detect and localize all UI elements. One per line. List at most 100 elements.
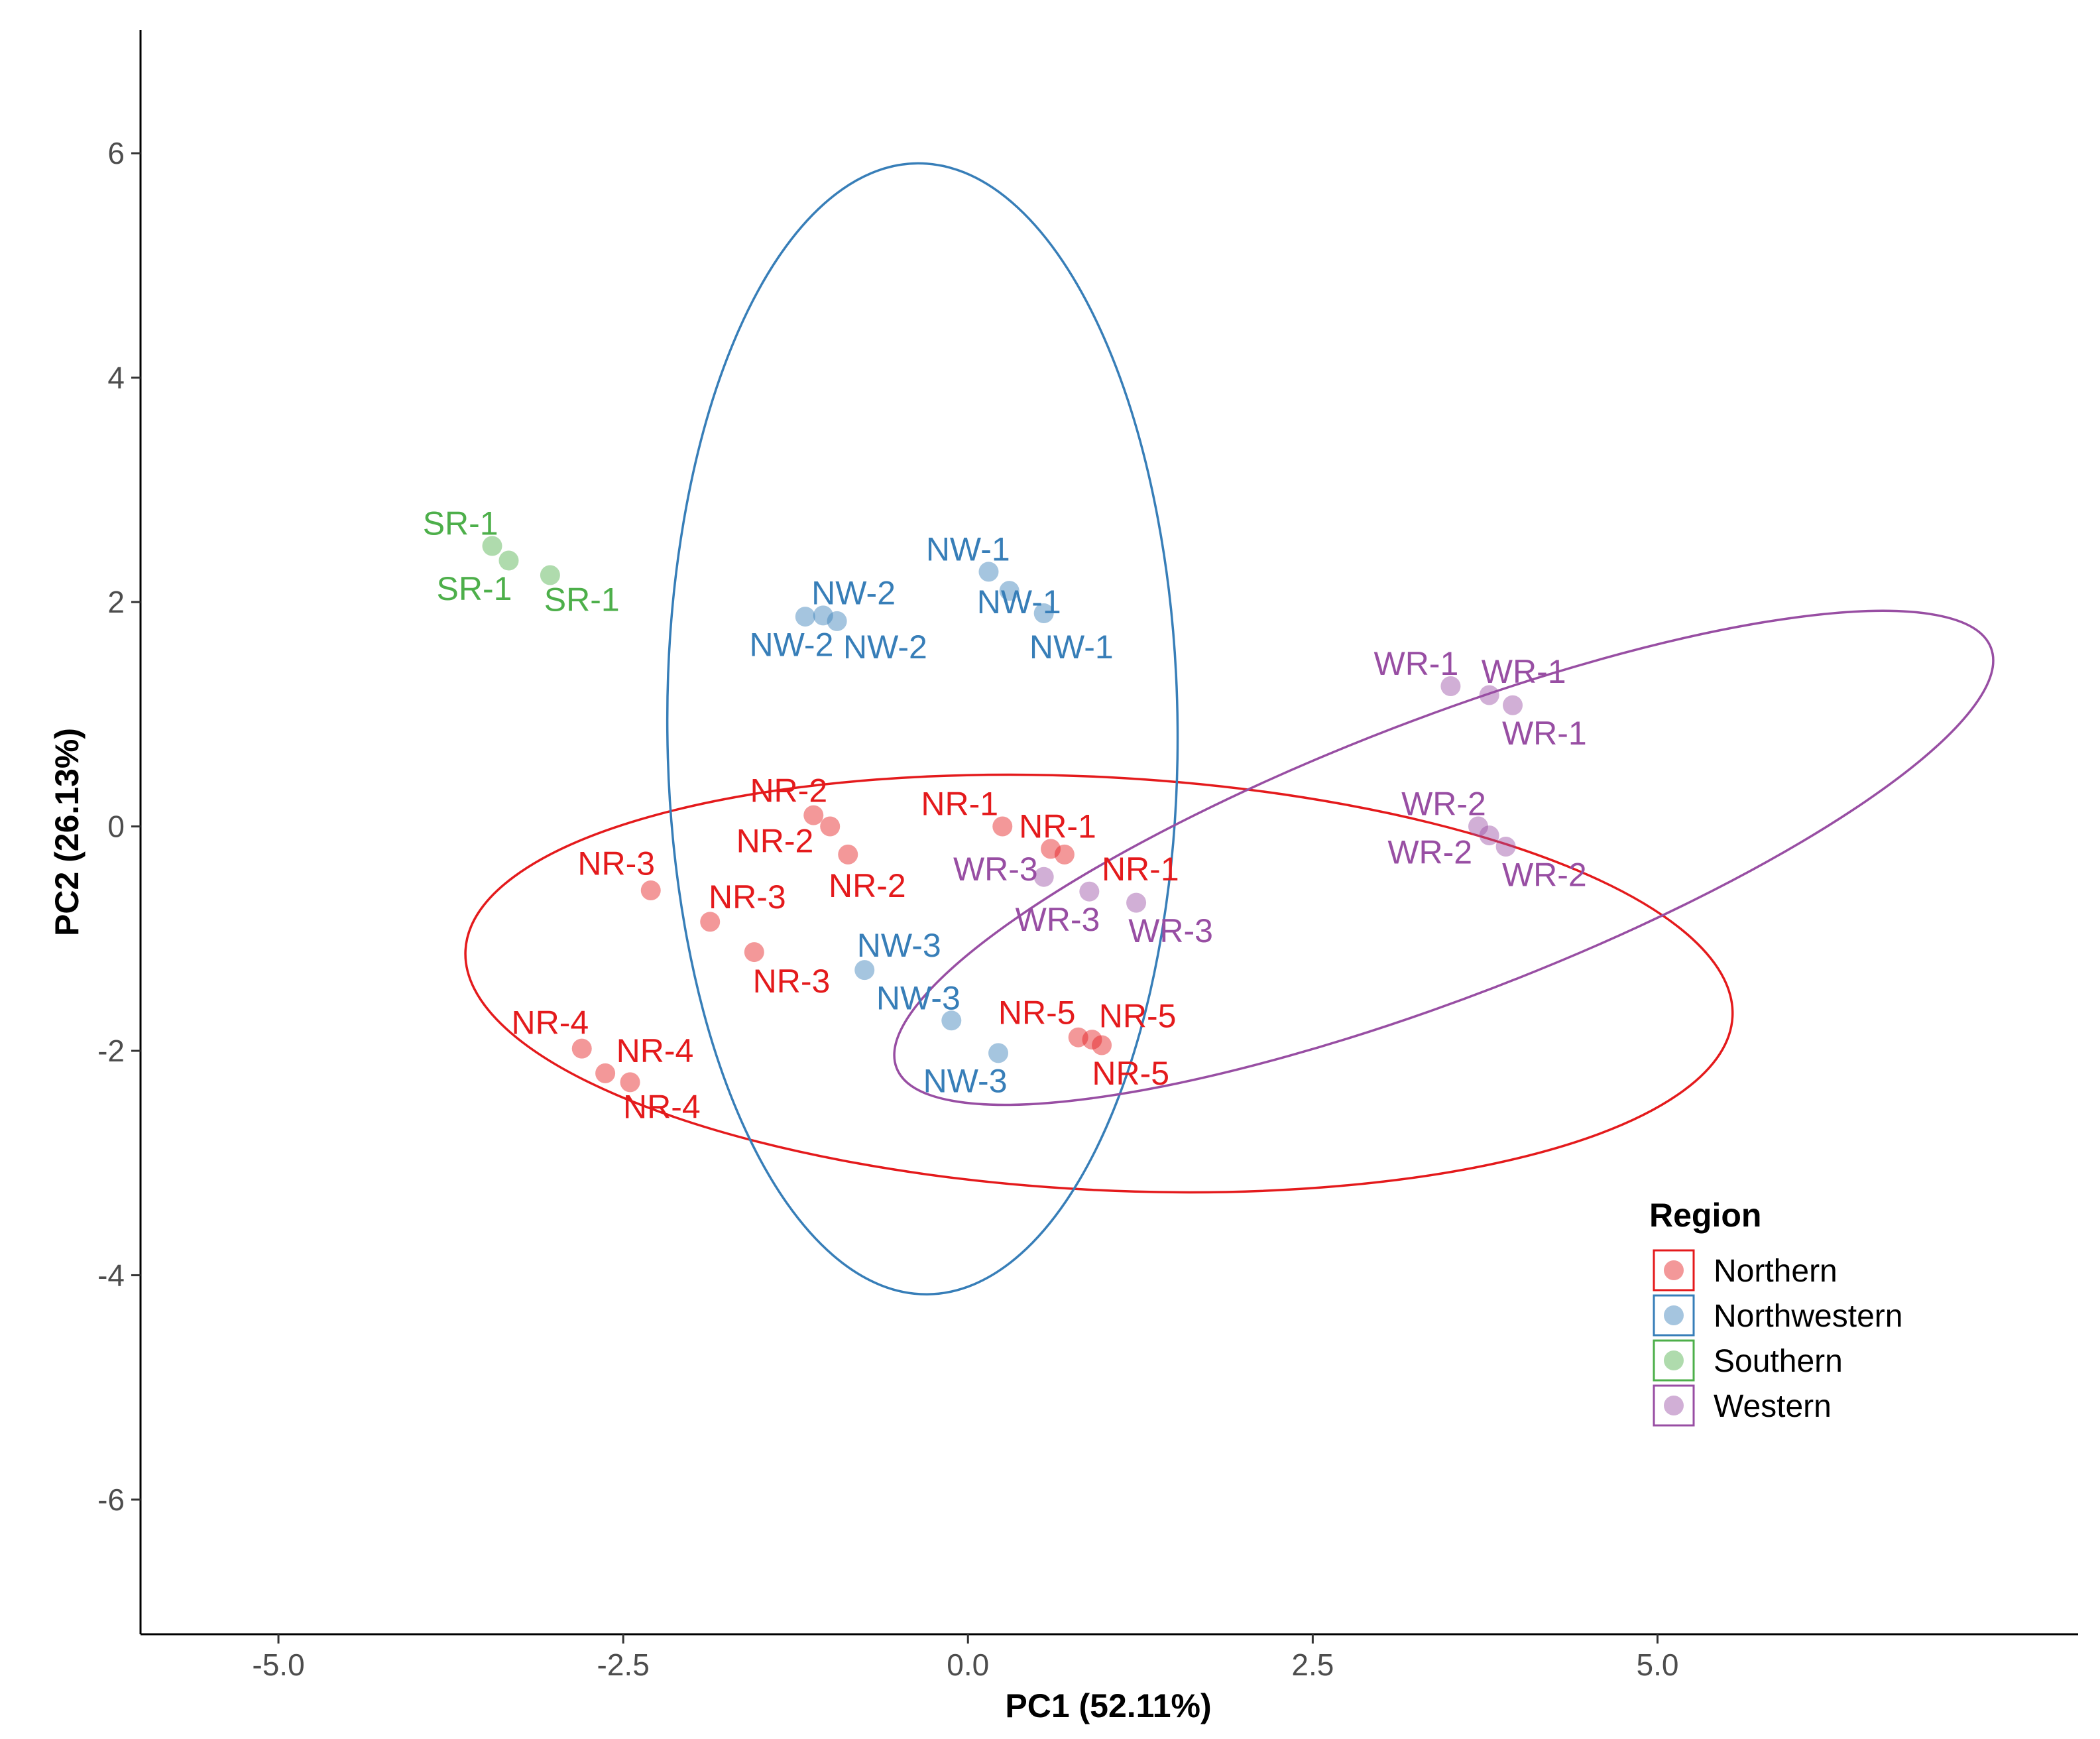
legend-title: Region	[1649, 1197, 1761, 1234]
point-label-nr-4: NR-4	[616, 1032, 694, 1069]
point-label-sr-1: SR-1	[437, 570, 512, 607]
data-point-nr-1	[1054, 844, 1075, 865]
point-label-wr-1: WR-1	[1502, 715, 1587, 752]
data-point-nr-5	[1092, 1035, 1112, 1055]
data-point-wr-2	[1479, 825, 1499, 846]
point-label-wr-3: WR-3	[1128, 912, 1213, 949]
data-point-wr-3	[1126, 892, 1147, 913]
axis-layer: -5.0 -2.5 0.0 2.5 5.0 -6 -4 -2 0 2 4 6 PC1 (52.11%…	[48, 30, 2078, 1724]
legend-label-northern: Northern	[1714, 1254, 1838, 1289]
data-point-nr-4	[620, 1072, 640, 1093]
point-label-nw-1: NW-1	[977, 583, 1061, 621]
point-label-wr-1: WR-1	[1374, 645, 1459, 682]
data-point-nw-3	[941, 1010, 962, 1031]
point-label-nr-1: NR-1	[921, 786, 998, 823]
data-point-nr-5	[1068, 1027, 1088, 1048]
point-label-nr-5: NR-5	[998, 994, 1076, 1031]
x-ticks: -5.0 -2.5 0.0 2.5 5.0	[252, 1634, 1678, 1682]
point-label-nr-2: NR-2	[736, 823, 814, 860]
data-point-wr-2	[1495, 837, 1516, 857]
y-tick-label: -2	[97, 1034, 125, 1068]
data-point-nr-1	[1041, 839, 1061, 859]
point-label-sr-1: SR-1	[544, 581, 620, 619]
data-point-wr-1	[1503, 695, 1523, 715]
data-point-wr-2	[1468, 816, 1489, 837]
point-label-wr-2: WR-2	[1401, 786, 1486, 823]
data-point-nr-2	[820, 816, 841, 837]
data-point-nr-2	[803, 805, 824, 825]
point-label-nw-2: NW-2	[843, 629, 927, 666]
point-label-nr-5: NR-5	[1099, 998, 1177, 1035]
legend: Region Northern Northwestern Southern Weste…	[1649, 1197, 1902, 1427]
point-label-nr-1: NR-1	[1102, 851, 1179, 888]
point-label-nr-3: NR-3	[709, 878, 786, 916]
confidence-ellipse-northwestern	[666, 162, 1179, 1295]
data-point-nw-1	[1033, 603, 1054, 623]
point-layer	[482, 536, 1523, 1093]
point-label-wr-1: WR-1	[1482, 653, 1566, 690]
point-label-sr-1: SR-1	[423, 505, 498, 542]
point-label-nr-4: NR-4	[623, 1089, 701, 1126]
point-label-nr-4: NR-4	[512, 1004, 589, 1042]
point-label-wr-2: WR-2	[1387, 833, 1472, 870]
data-point-nw-2	[827, 611, 847, 631]
point-label-nw-3: NW-3	[876, 979, 961, 1016]
data-point-nw-2	[795, 607, 815, 627]
legend-key-dot	[1664, 1350, 1684, 1370]
x-axis-title: PC1 (52.11%)	[1005, 1687, 1211, 1724]
data-point-nr-3	[700, 912, 721, 932]
data-point-nr-5	[1082, 1030, 1102, 1050]
data-point-nr-4	[595, 1063, 616, 1083]
legend-label-northwestern: Northwestern	[1714, 1299, 1902, 1334]
point-label-wr-2: WR-2	[1502, 856, 1587, 893]
point-label-nr-2: NR-2	[750, 772, 827, 809]
point-label-nw-1: NW-1	[926, 531, 1010, 568]
ellipse-layer	[464, 162, 1995, 1295]
point-label-nw-3: NW-3	[857, 927, 941, 964]
y-tick-label: -6	[97, 1482, 125, 1517]
x-tick-label: 0.0	[947, 1648, 989, 1682]
point-label-nr-2: NR-2	[829, 867, 906, 904]
legend-key-northwestern	[1653, 1294, 1695, 1337]
y-axis-title: PC2 (26.13%)	[48, 728, 86, 936]
point-label-nr-1: NR-1	[1019, 808, 1096, 845]
label-layer: NR-1NR-1NR-1NR-2NR-2NR-2NR-3NR-3NR-3NR-4…	[423, 505, 1587, 1126]
data-point-wr-3	[1079, 881, 1100, 902]
data-point-nw-1	[999, 581, 1020, 601]
y-tick-label: 4	[107, 361, 125, 395]
legend-key-southern	[1653, 1339, 1695, 1382]
data-point-sr-1	[482, 536, 502, 556]
y-ticks: -6 -4 -2 0 2 4 6	[97, 136, 141, 1517]
legend-key-western	[1653, 1384, 1695, 1427]
legend-key-dot	[1664, 1305, 1684, 1325]
data-point-nw-1	[978, 562, 999, 582]
point-label-wr-3: WR-3	[1016, 901, 1100, 938]
data-point-nw-3	[988, 1043, 1009, 1063]
legend-key-dot	[1664, 1396, 1684, 1415]
point-label-nw-2: NW-2	[811, 575, 896, 612]
point-label-nw-1: NW-1	[1029, 629, 1114, 666]
point-label-wr-3: WR-3	[953, 851, 1038, 888]
x-tick-label: 2.5	[1291, 1648, 1334, 1682]
data-point-sr-1	[540, 565, 560, 585]
point-label-nw-3: NW-3	[923, 1063, 1008, 1100]
data-point-nw-2	[813, 605, 833, 626]
data-point-nr-3	[640, 880, 661, 900]
data-point-nr-4	[571, 1038, 592, 1059]
data-point-nr-3	[744, 942, 764, 963]
legend-label-southern: Southern	[1714, 1344, 1843, 1379]
data-point-wr-1	[1479, 685, 1499, 705]
legend-key-northern	[1653, 1249, 1695, 1291]
x-tick-label: -5.0	[252, 1648, 304, 1682]
legend-label-western: Western	[1714, 1389, 1832, 1424]
confidence-ellipse-northern	[464, 773, 1734, 1194]
y-tick-label: 0	[107, 810, 125, 844]
data-point-sr-1	[498, 550, 519, 571]
point-label-nw-2: NW-2	[750, 626, 834, 663]
x-tick-label: -2.5	[597, 1648, 650, 1682]
x-tick-label: 5.0	[1636, 1648, 1678, 1682]
data-point-nw-3	[854, 960, 875, 981]
point-label-nr-3: NR-3	[577, 845, 655, 882]
